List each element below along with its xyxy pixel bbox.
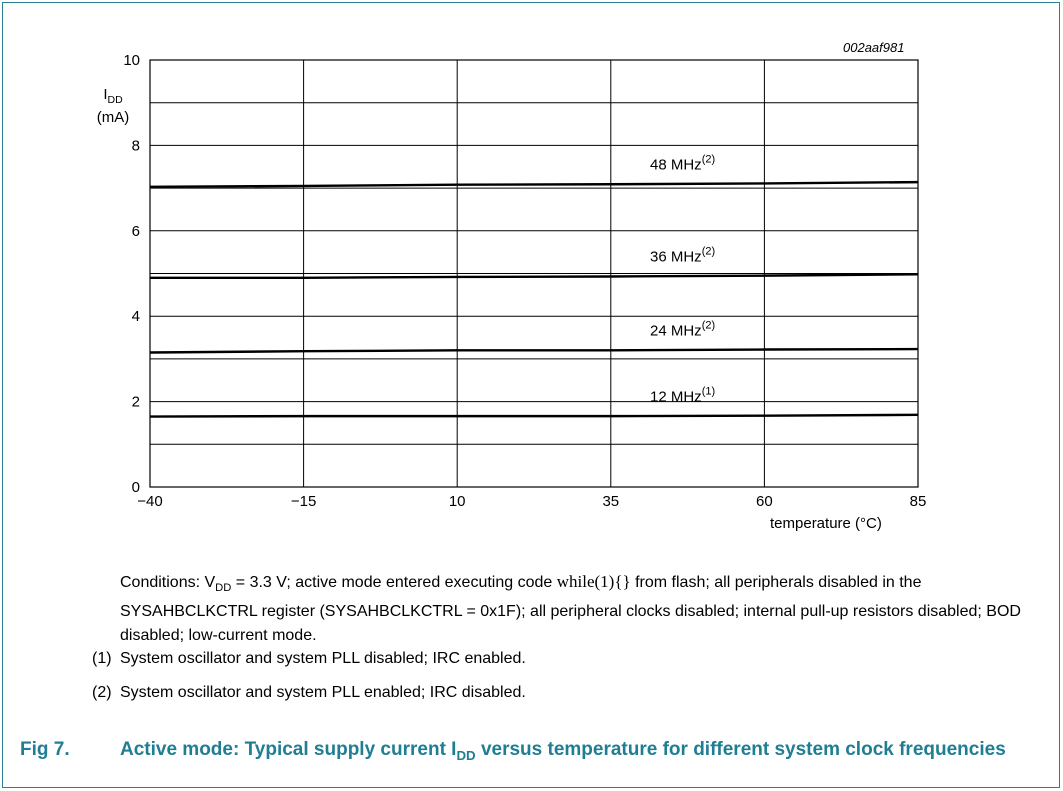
y-axis-label: IDD (mA) <box>86 86 140 126</box>
series-label: 48 MHz(2) <box>650 153 715 173</box>
conditions-rest: from flash; all peripherals disabled in … <box>120 574 1021 645</box>
x-tick-label: 60 <box>756 493 773 510</box>
caption-before: Active mode: Typical supply current I <box>120 739 457 760</box>
conditions-mid: = 3.3 V; active mode entered executing c… <box>231 574 557 591</box>
footnote-1: (1) System oscillator and system PLL disa… <box>92 650 526 668</box>
x-axis-label: temperature (°C) <box>770 515 882 532</box>
y-tick-label: 10 <box>123 52 140 69</box>
series-line <box>149 180 919 189</box>
x-tick-label: 10 <box>449 493 466 510</box>
x-tick-label: 85 <box>910 493 927 510</box>
conditions-text: Conditions: VDD = 3.3 V; active mode ent… <box>120 570 1030 648</box>
chart-axes <box>149 59 919 488</box>
chart-id-code: 002aaf981 <box>843 40 905 55</box>
figure-number: Fig 7. <box>20 739 70 760</box>
chart-grid <box>149 59 919 488</box>
series-line <box>150 273 919 279</box>
y-tick-label: 6 <box>132 223 140 240</box>
series-line <box>149 413 919 418</box>
footnote-2-text: System oscillator and system PLL enabled… <box>120 684 526 701</box>
conditions-prefix: Conditions: V <box>120 574 216 591</box>
caption-sub: DD <box>456 747 476 763</box>
chart-svg: 48 MHz(2) 36 MHz(2) 24 MHz(2) 12 MHz(1) 0 2 4… <box>123 52 926 510</box>
conditions-sub: DD <box>215 582 232 595</box>
footnote-1-number: (1) <box>92 650 112 667</box>
x-tick-label: 35 <box>602 493 619 510</box>
figure-caption-text: Active mode: Typical supply current IDD … <box>120 738 1030 767</box>
x-tick-label: −15 <box>291 493 316 510</box>
x-tick-label: −40 <box>137 493 162 510</box>
series-label: 24 MHz(2) <box>650 320 715 340</box>
chart-series <box>149 180 919 418</box>
chart-series-labels: 48 MHz(2) 36 MHz(2) 24 MHz(2) 12 MHz(1) <box>650 153 715 405</box>
series-label: 12 MHz(1) <box>650 386 715 406</box>
y-tick-label: 2 <box>132 394 140 411</box>
footnote-2-number: (2) <box>92 684 112 701</box>
series-label: 36 MHz(2) <box>650 246 715 266</box>
y-tick-label: 8 <box>132 137 140 154</box>
y-axis-label-sub: DD <box>107 94 123 106</box>
series-line <box>149 347 919 354</box>
conditions-code: while(1){} <box>556 572 631 591</box>
y-axis-label-symbol: I <box>103 86 108 103</box>
footnote-1-text: System oscillator and system PLL disable… <box>120 650 526 667</box>
y-tick-label: 0 <box>132 479 140 496</box>
chart-tick-labels: 0 2 4 6 8 10 −40 −15 10 35 60 85 <box>123 52 926 510</box>
plot-frame <box>149 59 919 488</box>
caption-after: versus temperature for different system … <box>475 739 1006 760</box>
y-axis-label-unit: (mA) <box>96 109 130 126</box>
y-tick-label: 4 <box>132 308 140 325</box>
footnote-2: (2) System oscillator and system PLL enab… <box>92 684 526 702</box>
